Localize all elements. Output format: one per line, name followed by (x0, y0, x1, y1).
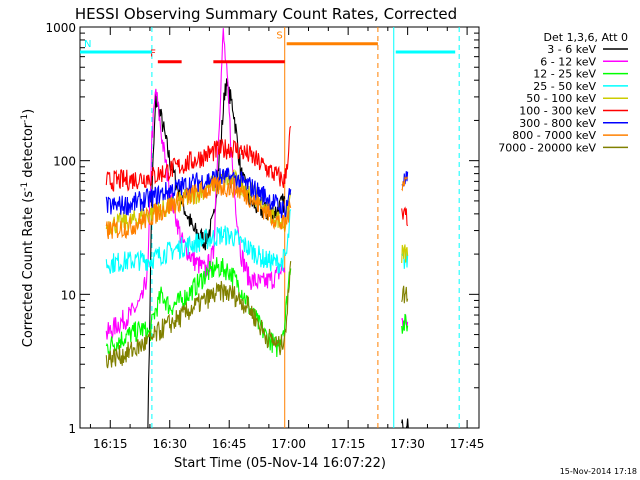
legend-header: Det 1,3,6, Att 0 (544, 31, 628, 44)
x-tick-label: 17:00 (271, 437, 306, 451)
y-axis-label: Corrected Count Rate (s-1 detector-1) (20, 109, 36, 347)
flag-label: F (150, 49, 156, 60)
legend-label: 50 - 100 keV (526, 92, 596, 105)
series-line (105, 176, 292, 240)
legend-label: 7000 - 20000 keV (498, 141, 596, 154)
legend-label: 3 - 6 keV (547, 43, 596, 56)
plot-area (79, 26, 480, 429)
flag-bars: F N S (80, 31, 456, 64)
x-tick-label: 17:30 (390, 437, 425, 451)
y-tick-label: 1 (68, 422, 76, 436)
y-tick-label: 1000 (45, 21, 76, 35)
y-axis-label-exponent: -1 (20, 182, 30, 191)
x-tick-label: 16:30 (152, 437, 187, 451)
y-tick-label: 100 (53, 155, 76, 169)
series-line (401, 206, 409, 227)
flag-label: S (276, 31, 282, 42)
y-tick-label: 10 (61, 288, 76, 302)
footer-date: 15-Nov-2014 17:18 (560, 467, 637, 476)
legend-label: 800 - 7000 keV (512, 129, 596, 142)
series-line (105, 167, 292, 219)
series-line (401, 313, 409, 334)
series-lines (105, 28, 410, 429)
series-line (401, 244, 409, 264)
x-tick-label: 17:45 (450, 437, 485, 451)
flag-label: N (84, 39, 91, 50)
x-tick-label: 16:15 (93, 437, 128, 451)
y-axis-label-part: ) (21, 109, 36, 114)
series-line (401, 250, 409, 269)
chart-title: HESSI Observing Summary Count Rates, Cor… (75, 5, 457, 23)
plot-frame (79, 26, 480, 429)
legend-label: 6 - 12 keV (540, 55, 596, 68)
series-line (401, 285, 409, 304)
series-line (105, 126, 292, 192)
legend-label: 300 - 800 keV (519, 117, 596, 130)
x-tick-label: 17:15 (331, 437, 366, 451)
series-line (105, 261, 292, 369)
y-axis-label-part: detector (21, 122, 36, 182)
series-line (105, 209, 292, 274)
x-tick-label: 16:45 (212, 437, 247, 451)
series-line (401, 176, 409, 192)
legend-label: 12 - 25 keV (533, 68, 596, 81)
series-line (105, 28, 286, 340)
series-line (105, 257, 292, 358)
y-axis-ticks: 1 10 100 1000 (45, 21, 479, 436)
series-line (401, 418, 410, 429)
y-axis-label-exponent: -1 (20, 114, 30, 123)
x-axis-ticks: 16:15 16:30 16:45 17:00 17:15 17:30 17:45 (89, 27, 485, 451)
x-axis-label: Start Time (05-Nov-14 16:07:22) (174, 456, 386, 471)
y-axis-label-part: Corrected Count Rate (s (21, 191, 36, 348)
legend-label: 100 - 300 keV (519, 105, 596, 118)
legend-label: 25 - 50 keV (533, 80, 596, 93)
